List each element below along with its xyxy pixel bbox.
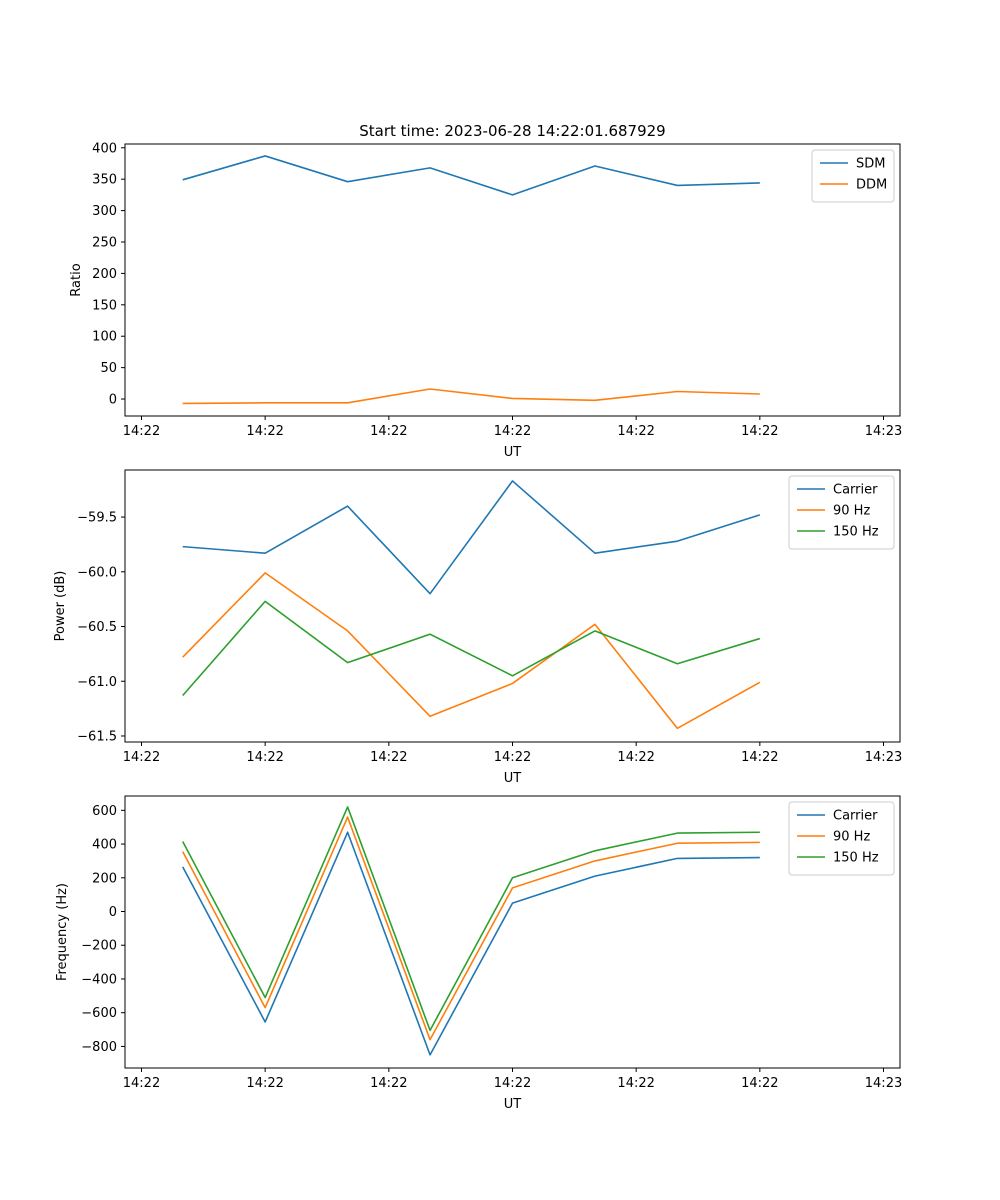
x-tick-label: 14:23 [865,1076,902,1091]
series-line-carrier [182,480,761,595]
legend-label: 150 Hz [833,525,879,540]
series-line-150-hz [182,600,761,697]
y-tick-label: 300 [92,204,117,219]
figure-title: Start time: 2023-06-28 14:22:01.687929 [359,122,665,140]
y-tick-label: 50 [100,361,117,376]
legend: Carrier 90 Hz 150 Hz [788,801,895,876]
y-tick-label: −61.0 [77,675,117,690]
y-tick-label: 200 [92,871,117,886]
x-tick-label: 14:22 [123,750,160,765]
y-axis-label: Ratio [69,263,84,296]
x-tick-label: 14:22 [370,424,407,439]
legend-label: Carrier [833,483,878,498]
x-axis-label: UT [504,445,522,460]
x-tick-label: 14:22 [741,424,778,439]
series-line-carrier [182,831,760,1056]
series-line-90-hz [182,572,761,730]
y-tick-label: 600 [92,804,117,819]
x-tick-label: 14:22 [370,1076,407,1091]
x-tick-label: 14:22 [246,1076,283,1091]
x-axis-label: UT [504,771,522,786]
x-tick-label: 14:22 [617,750,654,765]
x-axis-label: UT [504,1097,522,1112]
x-tick-label: 14:22 [246,750,283,765]
y-tick-label: −400 [81,972,117,987]
y-tick-label: 200 [92,267,117,282]
x-tick-label: 14:22 [123,424,160,439]
legend-label: 90 Hz [833,830,870,845]
chart-panel-2: 14:22 14:22 14:22 14:22 14:22 14:22 14:23 −59.5… [53,469,902,786]
y-tick-label: −61.5 [77,729,117,744]
x-tick-label: 14:22 [370,750,407,765]
y-axis-label: Frequency (Hz) [55,883,70,981]
y-tick-label: 250 [92,235,117,250]
y-tick-label: −200 [81,939,117,954]
x-tick-label: 14:22 [494,1076,531,1091]
series-line-sdm [182,155,760,196]
y-tick-label: −600 [81,1006,117,1021]
y-tick-label: 350 [92,173,117,188]
x-tick-label: 14:22 [617,1076,654,1091]
y-tick-label: 100 [92,330,117,345]
legend-label: SDM [856,157,885,172]
series-line-90-hz [182,816,760,1041]
y-axis-label: Power (dB) [53,571,68,642]
legend-label: DDM [856,178,887,193]
chart-panel-3: 14:22 14:22 14:22 14:22 14:22 14:22 14:23 600 40… [55,795,902,1112]
y-tick-label: 400 [92,141,117,156]
legend-label: 150 Hz [833,851,879,866]
x-tick-label: 14:22 [617,424,654,439]
legend-label: Carrier [833,809,878,824]
y-tick-label: −800 [81,1040,117,1055]
x-tick-label: 14:23 [865,750,902,765]
x-tick-label: 14:22 [494,424,531,439]
legend: Carrier 90 Hz 150 Hz [788,475,895,550]
x-tick-label: 14:22 [494,750,531,765]
x-tick-label: 14:22 [741,1076,778,1091]
x-tick-label: 14:22 [741,750,778,765]
y-tick-label: −60.0 [77,565,117,580]
series-line-ddm [182,388,760,405]
x-tick-label: 14:22 [246,424,283,439]
legend: SDM DDM [811,149,895,203]
x-tick-label: 14:23 [865,424,902,439]
y-tick-label: 0 [109,393,117,408]
y-tick-label: 400 [92,838,117,853]
y-tick-label: 0 [109,905,117,920]
y-tick-label: 150 [92,298,117,313]
series-line-150-hz [182,806,760,1032]
x-tick-label: 14:22 [123,1076,160,1091]
chart-panel-1: 14:22 14:22 14:22 14:22 14:22 14:22 14:23 0 50 10… [69,141,902,460]
y-tick-label: −59.5 [77,511,117,526]
legend-label: 90 Hz [833,504,870,519]
y-tick-label: −60.5 [77,620,117,635]
